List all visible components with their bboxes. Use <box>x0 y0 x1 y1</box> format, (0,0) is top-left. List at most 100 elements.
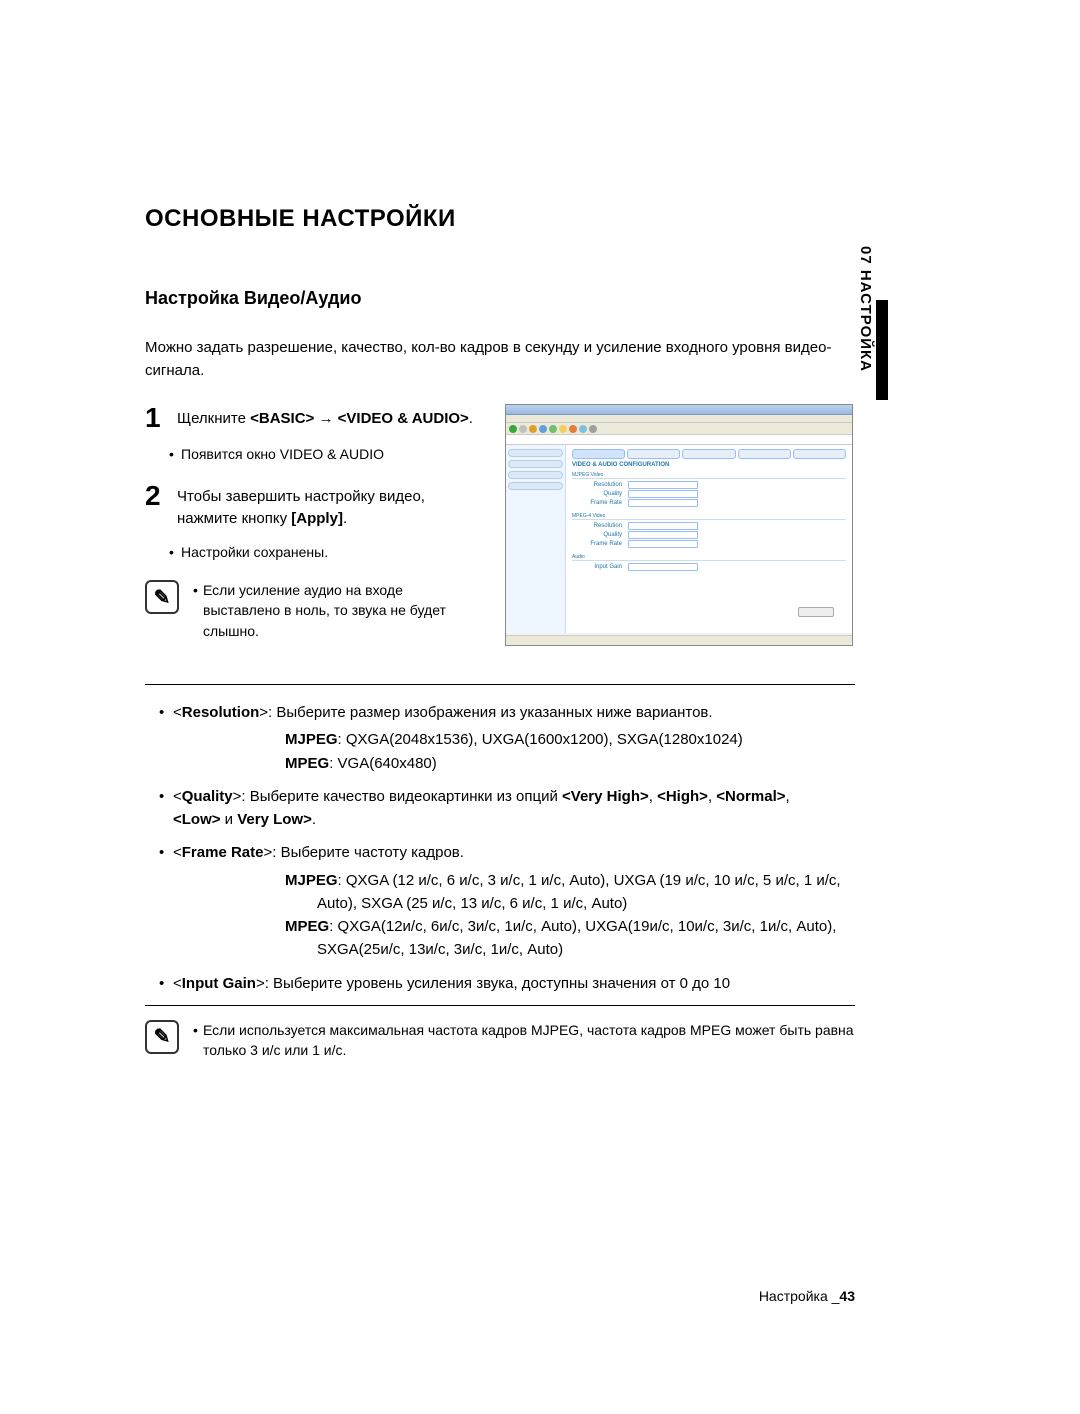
group-header: MJPEG Video <box>572 472 846 479</box>
group-header: Audio <box>572 554 846 561</box>
step-1: 1 Щелкните <BASIC> → <VIDEO & AUDIO>. <box>145 404 475 432</box>
toolbar-dot <box>569 425 577 433</box>
intro-text: Можно задать разрешение, качество, кол-в… <box>145 337 855 382</box>
note-2: ✎ Если используется максимальная частота… <box>145 1020 855 1061</box>
text: : QXGA (12 и/с, 6 и/с, 3 и/с, 1 и/с, Aut… <box>338 872 841 889</box>
spec-text: : Выберите размер изображения из указанн… <box>268 704 713 721</box>
group-header: MPEG-4 Video <box>572 513 846 520</box>
spec-resolution: <Resolution>: Выберите размер изображени… <box>145 701 855 724</box>
label: MJPEG <box>285 872 338 889</box>
group-mpeg4: MPEG-4 Video Resolution Quality Frame Ra… <box>572 513 846 548</box>
spec-label: Resolution <box>182 704 260 721</box>
row-label: Resolution <box>572 523 622 529</box>
toolbar-dot <box>529 425 537 433</box>
dropdown[interactable] <box>628 481 698 489</box>
step-text: Щелкните <BASIC> → <VIDEO & AUDIO>. <box>177 404 473 430</box>
spec-input-gain: <Input Gain>: Выберите уровень усиления … <box>145 972 855 995</box>
row-label: Input Gain <box>572 564 622 570</box>
text-bold: <Very High> <box>562 788 649 805</box>
dropdown[interactable] <box>628 540 698 548</box>
spec-label: Input Gain <box>182 975 256 992</box>
row-label: Frame Rate <box>572 500 622 506</box>
row-label: Quality <box>572 491 622 497</box>
text: : VGA(640x480) <box>329 755 437 772</box>
status-bar <box>506 635 852 645</box>
toolbar-dot <box>579 425 587 433</box>
label: MPEG <box>285 755 329 772</box>
text: : Выберите качество видеокартинки из опц… <box>241 788 562 805</box>
step-text: Чтобы завершить настройку видео, нажмите… <box>177 482 425 530</box>
dropdown[interactable] <box>628 490 698 498</box>
spec-resolution-mpeg: MPEG: VGA(640x480) <box>145 752 855 775</box>
text: : QXGA(12и/с, 6и/с, 3и/с, 1и/с, Auto), U… <box>329 918 836 935</box>
panel-title: VIDEO & AUDIO CONFIGURATION <box>572 462 846 468</box>
dropdown[interactable] <box>628 499 698 507</box>
note-text: Если используется максимальная частота к… <box>193 1020 855 1061</box>
spec-framerate-mpeg-2: SXGA(25и/с, 13и/с, 3и/с, 1и/с, Auto) <box>145 938 855 961</box>
spec-framerate-mjpeg-2: Auto), SXGA (25 и/с, 13 и/с, 6 и/с, 1 и/… <box>145 892 855 915</box>
text-bold: Very Low> <box>237 811 312 828</box>
dropdown[interactable] <box>628 522 698 530</box>
step-number: 2 <box>145 482 167 510</box>
label: MPEG <box>285 918 329 935</box>
page-number: 43 <box>839 1288 855 1304</box>
spec-framerate-mjpeg: MJPEG: QXGA (12 и/с, 6 и/с, 3 и/с, 1 и/с… <box>145 869 855 892</box>
text-bold: <High> <box>657 788 708 805</box>
step-2: 2 Чтобы завершить настройку видео, нажми… <box>145 482 475 530</box>
text-bold: <VIDEO & AUDIO> <box>338 410 469 427</box>
group-audio: Audio Input Gain <box>572 554 846 571</box>
note-text: Если усиление аудио на входе выставлено … <box>193 580 475 641</box>
window-titlebar <box>506 405 852 415</box>
text-bold: <Low> <box>173 811 221 828</box>
text: нажмите кнопку <box>177 510 291 527</box>
config-screenshot: VIDEO & AUDIO CONFIGURATION MJPEG Video … <box>505 404 853 646</box>
text: . <box>312 811 316 828</box>
toolbar-dot <box>589 425 597 433</box>
row-label: Resolution <box>572 482 622 488</box>
text: , <box>786 788 790 805</box>
text: , <box>649 788 657 805</box>
divider <box>145 1005 855 1006</box>
spec-label: Frame Rate <box>182 844 264 861</box>
sidebar <box>506 445 566 633</box>
step-number: 1 <box>145 404 167 432</box>
page-title: ОСНОВНЫЕ НАСТРОЙКИ <box>145 205 855 233</box>
spec-text: : Выберите частоту кадров. <box>272 844 464 861</box>
footer-label: Настройка _ <box>759 1288 840 1304</box>
text: и <box>221 811 238 828</box>
text: → <box>314 410 337 427</box>
divider <box>145 684 855 685</box>
spec-text: : Выберите уровень усиления звука, досту… <box>265 975 730 992</box>
row-label: Frame Rate <box>572 541 622 547</box>
spec-framerate: <Frame Rate>: Выберите частоту кадров. <box>145 841 855 864</box>
text-bold: <BASIC> <box>250 410 314 427</box>
toolbar-dot <box>559 425 567 433</box>
toolbar-dot <box>539 425 547 433</box>
note-icon: ✎ <box>145 580 179 614</box>
label: MJPEG <box>285 731 338 748</box>
window-toolbar <box>506 423 852 435</box>
spec-framerate-mpeg: MPEG: QXGA(12и/с, 6и/с, 3и/с, 1и/с, Auto… <box>145 915 855 938</box>
address-bar <box>506 435 852 445</box>
window-menubar <box>506 415 852 423</box>
text: Чтобы завершить настройку видео, <box>177 488 425 505</box>
step-2-bullet: Настройки сохранены. <box>145 542 475 562</box>
section-title: Настройка Видео/Аудио <box>145 288 855 309</box>
text: Щелкните <box>177 410 250 427</box>
apply-button[interactable] <box>798 607 834 617</box>
toolbar-dot <box>549 425 557 433</box>
note-icon: ✎ <box>145 1020 179 1054</box>
page-footer: Настройка _43 <box>145 1288 855 1304</box>
side-tab: 07 НАСТРОЙКА <box>857 246 874 372</box>
spec-label: Quality <box>182 788 233 805</box>
toolbar-dot <box>509 425 517 433</box>
text: : QXGA(2048x1536), UXGA(1600x1200), SXGA… <box>338 731 743 748</box>
group-mjpeg: MJPEG Video Resolution Quality Frame Rat… <box>572 472 846 507</box>
row-label: Quality <box>572 532 622 538</box>
spec-resolution-mjpeg: MJPEG: QXGA(2048x1536), UXGA(1600x1200),… <box>145 728 855 751</box>
text: . <box>343 510 347 527</box>
dropdown[interactable] <box>628 563 698 571</box>
step-1-bullet: Появится окно VIDEO & AUDIO <box>145 444 475 464</box>
dropdown[interactable] <box>628 531 698 539</box>
toolbar-dot <box>519 425 527 433</box>
